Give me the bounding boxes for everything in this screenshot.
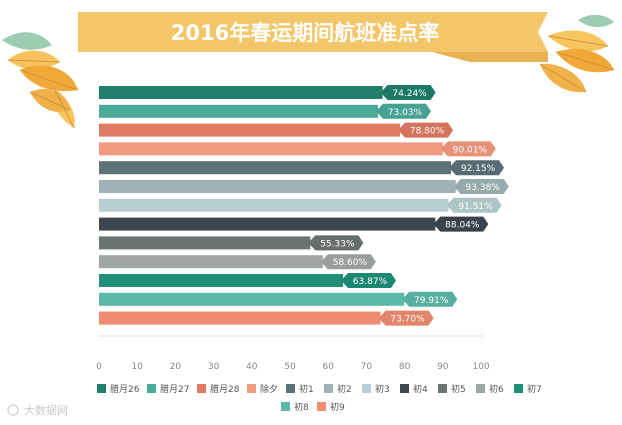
legend-label-初6: 初6 <box>489 383 504 395</box>
legend-label-除夕: 除夕 <box>260 383 278 395</box>
bar-除夕 <box>99 142 443 156</box>
label-bubble-初8 <box>402 291 458 307</box>
x-tick-50: 50 <box>284 362 296 372</box>
data-label-初7: 63.87% <box>353 277 388 287</box>
bar-初9 <box>99 311 381 325</box>
label-bubble-初3 <box>446 197 502 213</box>
banner-ribbon <box>78 12 548 52</box>
x-tick-30: 30 <box>208 362 220 372</box>
x-tick-40: 40 <box>246 362 258 372</box>
data-label-初1: 92.15% <box>461 164 496 174</box>
data-label-初5: 55.33% <box>320 239 355 249</box>
x-tick-80: 80 <box>399 362 411 372</box>
label-bubble-初4 <box>433 216 489 232</box>
legend-label-初8: 初8 <box>294 401 309 413</box>
data-label-初3: 91.51% <box>458 202 493 212</box>
data-label-初6: 58.60% <box>333 258 368 268</box>
bar-初2 <box>99 180 456 193</box>
label-bubble-初9 <box>378 310 434 326</box>
chart-title: 2016年春运期间航班准点率 <box>171 21 439 45</box>
x-tick-100: 100 <box>472 362 489 372</box>
legend-label-初1: 初1 <box>299 383 314 395</box>
label-bubble-除夕 <box>440 141 496 157</box>
bar-腊月27 <box>99 104 378 118</box>
legend-swatch-初8 <box>281 402 290 411</box>
legend-swatch-初9 <box>317 402 326 411</box>
x-tick-60: 60 <box>322 362 334 372</box>
legend-swatch-初6 <box>476 384 485 393</box>
label-bubble-腊月27 <box>375 103 431 119</box>
data-label-腊月28: 78.80% <box>410 127 445 137</box>
bar-初1 <box>99 161 452 175</box>
data-label-腊月27: 73.03% <box>388 108 423 118</box>
legend-label-初9: 初9 <box>330 401 345 413</box>
left-leaf-decoration <box>2 32 79 129</box>
label-bubble-腊月28 <box>398 122 454 138</box>
label-bubble-腊月26 <box>380 85 436 100</box>
bar-初5 <box>99 236 311 250</box>
x-tick-0: 0 <box>96 362 102 372</box>
bar-初3 <box>99 198 449 212</box>
watermark: 大数据网 <box>7 403 68 417</box>
label-bubble-初5 <box>308 235 364 251</box>
legend-swatch-初3 <box>362 384 371 393</box>
legend-swatch-初4 <box>400 384 409 393</box>
legend-label-初4: 初4 <box>413 383 428 395</box>
legend-label-腊月26: 腊月26 <box>110 384 140 395</box>
watermark-icon <box>7 404 19 416</box>
label-bubble-初6 <box>320 254 376 270</box>
legend-label-初2: 初2 <box>337 383 352 395</box>
legend: 腊月26 腊月27 腊月28 除夕 初1 初2 初3 初4 初5 初6 初7 初8 初9 <box>97 383 542 413</box>
data-label-初4: 88.04% <box>445 221 480 231</box>
label-bubble-初7 <box>340 273 396 288</box>
legend-label-初3: 初3 <box>375 383 390 395</box>
x-tick-70: 70 <box>361 362 373 372</box>
legend-swatch-初2 <box>324 384 333 393</box>
bar-初7 <box>99 274 343 287</box>
data-label-腊月26: 74.24% <box>392 89 427 99</box>
label-bubble-初1 <box>449 160 505 176</box>
label-bubble-初2 <box>453 179 509 194</box>
watermark-text: 大数据网 <box>24 403 68 417</box>
banner-fold <box>432 52 548 62</box>
legend-label-腊月27: 腊月27 <box>160 384 189 395</box>
legend-swatch-初5 <box>438 384 447 393</box>
data-label-除夕: 90.01% <box>453 145 488 155</box>
legend-swatch-初1 <box>286 384 295 393</box>
bar-初8 <box>99 292 405 306</box>
right-leaf-decoration <box>539 14 615 93</box>
legend-swatch-初7 <box>514 384 523 393</box>
legend-swatch-腊月26 <box>97 384 106 393</box>
data-label-初2: 93.38% <box>466 183 501 193</box>
data-label-group: 74.24% 73.03% 78.80% 90.01% 92.15% 93.38% 91.5… <box>308 85 509 326</box>
legend-swatch-除夕 <box>247 384 256 393</box>
legend-label-初5: 初5 <box>451 383 466 395</box>
bar-腊月26 <box>99 86 383 99</box>
title-banner: 2016年春运期间航班准点率 <box>78 12 548 62</box>
x-tick-20: 20 <box>170 362 182 372</box>
legend-label-腊月28: 腊月28 <box>210 384 240 395</box>
x-tick-90: 90 <box>437 362 449 372</box>
legend-swatch-腊月28 <box>197 384 206 393</box>
bar-腊月28 <box>99 123 401 137</box>
legend-label-初7: 初7 <box>527 383 542 395</box>
data-label-初9: 73.70% <box>390 315 425 325</box>
x-tick-10: 10 <box>131 362 143 372</box>
data-label-初8: 79.91% <box>414 296 449 306</box>
bar-初4 <box>99 217 436 231</box>
bar-group <box>99 86 456 325</box>
bar-初6 <box>99 255 323 269</box>
x-tick-group: 0 10 20 30 40 50 60 70 80 90 100 <box>96 362 490 372</box>
legend-swatch-腊月27 <box>147 384 156 393</box>
